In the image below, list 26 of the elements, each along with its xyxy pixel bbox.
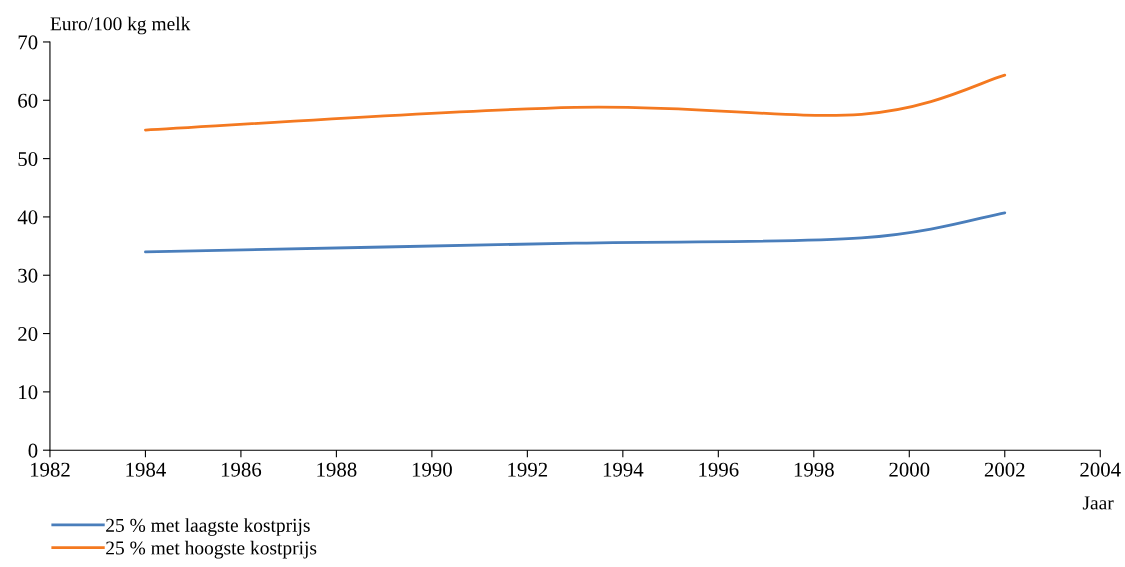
y-axis-title: Euro/100 kg melk xyxy=(50,16,191,35)
x-tick-label: 2004 xyxy=(1080,462,1121,477)
x-tick-label: 2000 xyxy=(889,462,930,477)
x-axis-title: Jaar xyxy=(1082,496,1114,510)
x-tick-label: 1984 xyxy=(126,462,166,477)
x-tick-label: 1988 xyxy=(317,462,357,477)
x-tick-label: 1994 xyxy=(603,462,644,477)
y-tick-label: 10 xyxy=(19,385,38,400)
y-tick-label: 70 xyxy=(18,35,38,50)
y-tick-label: 50 xyxy=(18,151,38,167)
y-tick-label: 40 xyxy=(17,210,38,225)
line-series xyxy=(144,211,1007,254)
y-tick-label: 60 xyxy=(18,93,38,108)
y-tick-label: 0 xyxy=(28,443,38,458)
y-tick-label: 20 xyxy=(18,326,38,341)
x-tick-label: 1986 xyxy=(221,462,262,477)
line-series xyxy=(144,73,1007,132)
x-tick-label: 1992 xyxy=(508,462,548,477)
x-tick-label: 1982 xyxy=(30,462,70,477)
legend-label: 25 % met laagste kostprijs xyxy=(106,518,310,536)
x-tick-label: 1998 xyxy=(794,462,834,477)
x-tick-label: 1996 xyxy=(699,462,739,477)
x-tick-label: 1990 xyxy=(412,462,452,477)
y-tick-label: 30 xyxy=(18,268,38,283)
legend-label: 25 % met hoogste kostprijs xyxy=(106,540,317,559)
x-tick-label: 2002 xyxy=(984,462,1025,477)
